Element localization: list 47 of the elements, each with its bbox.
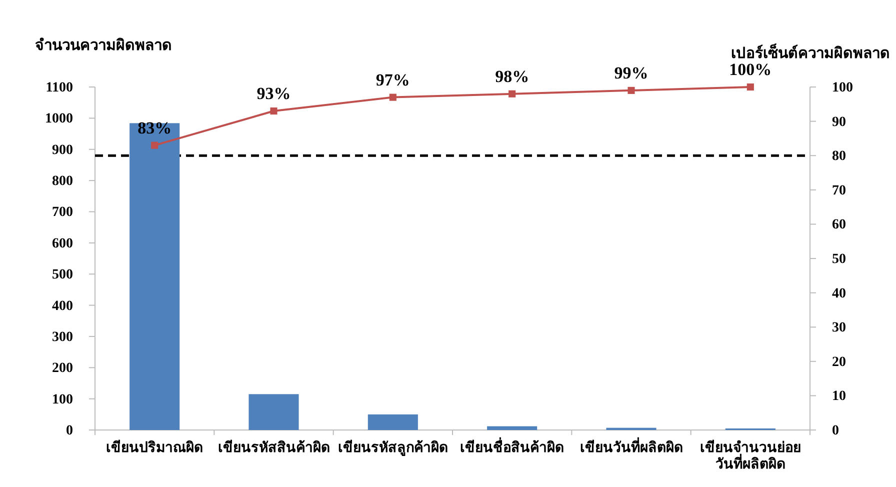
bar (248, 394, 299, 430)
y-tick-label: 200 (52, 361, 73, 376)
y2-tick-label: 20 (832, 354, 846, 370)
x-tick-label: เขียนรหัสสินค้าผิด (218, 440, 330, 456)
x-tick-label: เขียนชื่อสินค้าผิด (460, 436, 564, 456)
y-tick-label: 700 (52, 205, 73, 220)
data-label: 99% (614, 63, 648, 82)
bar (130, 123, 180, 430)
data-label: 97% (376, 70, 410, 90)
data-label: 98% (495, 66, 530, 86)
data-label: 93% (256, 84, 291, 104)
x-tick-label: เขียนวันที่ผลิตผิด (580, 436, 683, 456)
point (270, 107, 278, 115)
y2-tick-label: 10 (832, 389, 846, 404)
y-tick-label: 100 (52, 392, 73, 408)
y-tick-label: 600 (52, 236, 73, 252)
y2-tick-label: 80 (832, 149, 846, 164)
y2-tick-label: 50 (832, 252, 846, 267)
y-tick-label: 1000 (45, 112, 73, 127)
y-axis-title: จำนวนความผิดพลาด (35, 36, 172, 54)
y-tick-label: 300 (52, 330, 73, 345)
y2-tick-label: 70 (832, 183, 846, 198)
y2-tick-label: 40 (832, 286, 846, 302)
point (151, 142, 158, 149)
data-label: 83% (138, 118, 172, 138)
y2-tick-label: 0 (832, 423, 839, 438)
y-tick-label: 500 (52, 268, 73, 283)
data-label: 100% (729, 60, 772, 79)
x-tick-label: เขียนปริมาณผิด (106, 440, 204, 456)
x-tick-label: เขียนจำนวนย่อย วันที่ผลิตผิด (700, 440, 801, 473)
y-tick-label: 0 (66, 423, 73, 438)
bar (368, 414, 418, 430)
y2-tick-label: 30 (832, 320, 846, 336)
y-tick-label: 800 (52, 174, 73, 190)
x-tick-label: เขียนรหัสลูกค้าผิด (338, 440, 448, 456)
y2-tick-label: 60 (832, 218, 846, 233)
point (746, 83, 754, 91)
y2-axis-title: เปอร์เซ็นต์ความผิดพลาด (731, 43, 890, 62)
y-tick-label: 900 (52, 142, 73, 158)
y2-tick-label: 100 (832, 80, 853, 96)
y-tick-label: 400 (52, 298, 73, 314)
point (389, 94, 396, 101)
bar (487, 426, 538, 430)
y2-tick-label: 90 (832, 114, 846, 130)
point (628, 86, 635, 94)
point (508, 90, 516, 98)
y-tick-label: 1100 (46, 80, 73, 96)
